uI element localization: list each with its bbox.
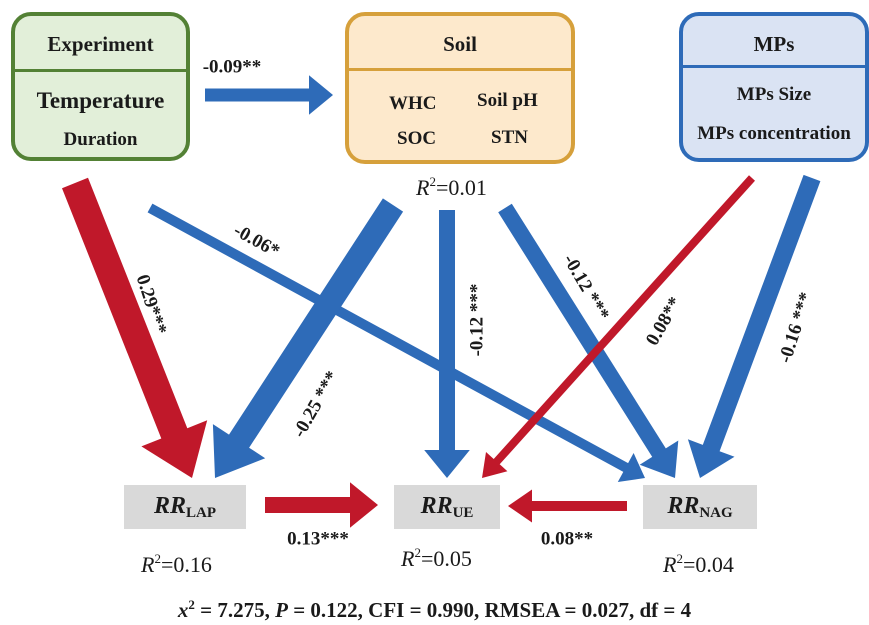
model-fit-statistics: x2 = 7.275, P = 0.122, CFI = 0.990, RMSE…	[177, 597, 692, 622]
rr-nag-r2: R2=0.04	[663, 551, 734, 577]
path-arrow-mps-to-rr-ue	[482, 175, 755, 479]
soil-title: Soil	[443, 32, 477, 56]
rr-ue-box: RRUE	[394, 485, 500, 529]
rr-ue-r2: R2=0.05	[401, 545, 472, 571]
soil-r2: R2=0.01	[416, 174, 487, 200]
mps-title: MPs	[753, 32, 795, 56]
mps-item-size: MPs Size	[736, 84, 812, 105]
path-arrow-soil-to-rr-nag	[498, 203, 679, 478]
path-coefficient-label: -0.25 ***	[289, 368, 344, 442]
mps-box: MPs MPs Size MPs concentration	[679, 12, 869, 162]
path-arrow-rr-nag-to-rr-ue	[508, 489, 627, 523]
soil-divider	[349, 68, 571, 71]
soil-item-soil-ph: Soil pH	[477, 90, 538, 111]
path-coefficient-label: 0.08**	[541, 528, 593, 549]
experiment-divider	[15, 69, 186, 72]
path-arrow-soil-to-rr-lap	[212, 198, 404, 478]
path-coefficient-label: -0.16 ***	[775, 290, 817, 366]
path-arrow-rr-lap-to-rr-ue	[265, 482, 378, 528]
soil-item-stn: STN	[491, 127, 528, 148]
path-arrow-soil-to-rr-ue	[424, 210, 470, 478]
soil-box: Soil WHC Soil pH SOC STN	[345, 12, 575, 164]
mps-divider	[683, 65, 865, 68]
path-coefficient-label: 0.13***	[287, 528, 349, 549]
mps-item-concentration: MPs concentration	[697, 123, 851, 144]
soil-item-whc: WHC	[389, 93, 437, 114]
rr-lap-box: RRLAP	[124, 485, 246, 529]
experiment-item-temperature: Temperature	[36, 88, 165, 113]
path-coefficient-label: -0.12 ***	[466, 284, 487, 357]
experiment-title: Experiment	[47, 32, 154, 56]
path-coefficient-label: -0.09**	[203, 56, 262, 77]
path-arrow-experiment-to-rr-lap	[62, 177, 208, 479]
path-arrow-experiment-to-soil	[205, 75, 333, 115]
experiment-box: Experiment Temperature Duration	[11, 12, 190, 161]
soil-item-soc: SOC	[397, 128, 437, 149]
experiment-item-duration: Duration	[63, 129, 138, 150]
path-coefficient-label: 0.08**	[642, 294, 686, 350]
rr-nag-box: RRNAG	[643, 485, 757, 529]
path-arrow-experiment-to-rr-nag	[147, 203, 645, 482]
rr-lap-r2: R2=0.16	[141, 551, 212, 577]
path-arrow-mps-to-rr-nag	[687, 174, 821, 478]
